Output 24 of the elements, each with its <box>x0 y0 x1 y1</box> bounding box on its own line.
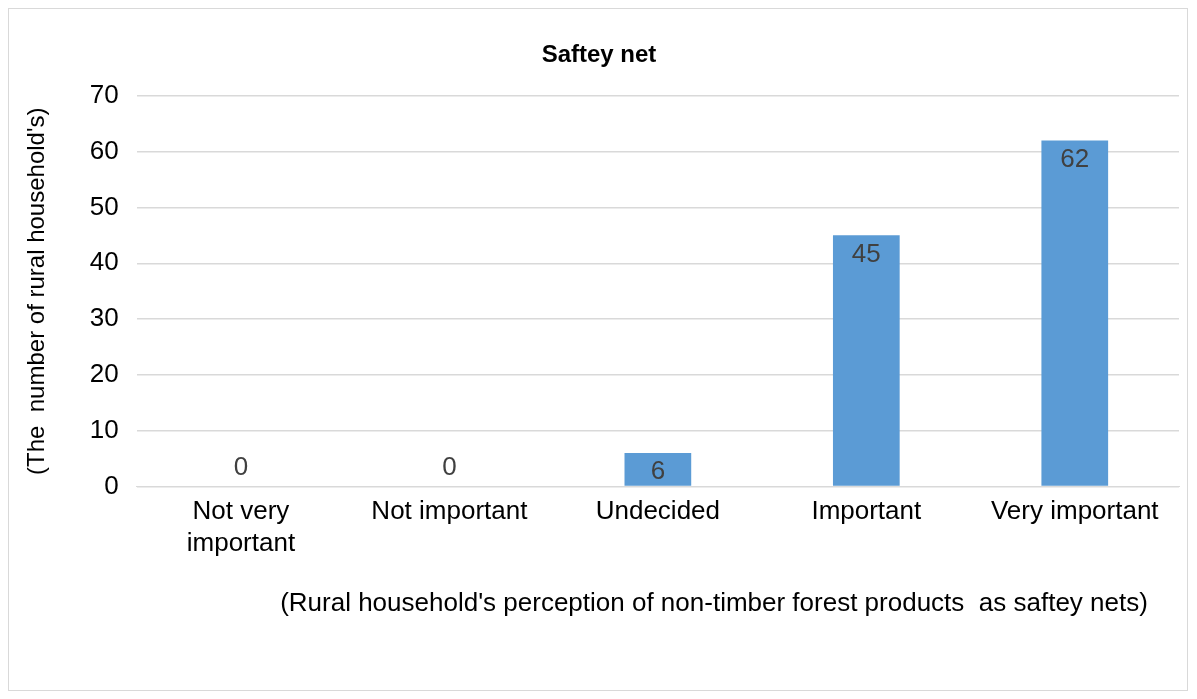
data-label: 0 <box>442 450 457 481</box>
bar <box>832 235 900 486</box>
y-tick-label: 10 <box>89 413 119 444</box>
x-tick-label: Not important <box>371 495 529 526</box>
data-label: 62 <box>1060 142 1090 173</box>
y-tick-label: 60 <box>89 134 119 165</box>
chart-title: Saftey net <box>541 40 657 68</box>
x-tick-label: Very important <box>990 495 1160 526</box>
x-tick-label: Important <box>811 495 923 526</box>
y-tick-label: 50 <box>89 190 119 221</box>
y-tick-label: 20 <box>89 358 119 389</box>
y-tick-label: 0 <box>104 469 119 500</box>
data-label: 45 <box>851 237 881 268</box>
bar <box>624 453 692 486</box>
y-axis-title: (The number of rural household's) <box>22 107 50 475</box>
bar <box>1041 140 1109 486</box>
y-tick-label: 30 <box>89 302 119 333</box>
x-tick-label: Not very important <box>186 495 296 557</box>
y-tick-label: 40 <box>89 246 119 277</box>
data-label: 6 <box>650 455 666 486</box>
x-axis-title: (Rural household's perception of non-timber forest products as saftey nets) <box>279 586 1149 619</box>
data-label: 0 <box>233 450 249 481</box>
y-tick-label: 70 <box>89 78 119 109</box>
x-tick-label: Undecided <box>595 495 721 526</box>
